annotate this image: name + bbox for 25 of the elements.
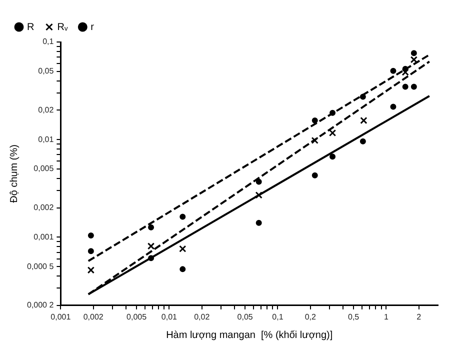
- x-tick-label: 0,1: [272, 312, 284, 322]
- x-tick-label: 0,05: [237, 312, 254, 322]
- x-tick-label: 0,002: [83, 312, 104, 322]
- y-tick-label: 0,005: [34, 164, 54, 174]
- x-tick-label: 0,02: [194, 312, 210, 322]
- legend-label: R: [27, 22, 34, 33]
- legend-label: Rᵥ: [57, 22, 68, 33]
- y-tick-label: 0,01: [38, 134, 54, 144]
- x-tick-label: 2: [416, 312, 422, 322]
- x-axis-title: Hàm lượng mangan [% (khối lượng)]: [166, 330, 333, 341]
- x-tick-label: 0,01: [161, 312, 178, 322]
- y-tick-label: 0,002: [34, 203, 54, 212]
- y-tick-label: 0,05: [38, 66, 54, 76]
- x-tick-label: 1: [384, 312, 389, 322]
- y-tick-label: 0,000 5: [26, 262, 54, 271]
- x-tick-label: 0,2: [304, 312, 316, 322]
- y-axis-title: Độ chụm (%): [8, 144, 20, 203]
- legend-label: r: [90, 22, 95, 33]
- y-tick-label: 0,001: [34, 232, 54, 242]
- y-tick-label: 0,02: [38, 105, 54, 114]
- y-tick-label: 0,000 2: [26, 300, 54, 310]
- y-tick-label: 0,1: [42, 37, 54, 46]
- x-tick-label: 0,001: [50, 312, 72, 322]
- x-tick-label: 0,005: [126, 312, 148, 322]
- x-tick-label: 0,5: [348, 312, 360, 322]
